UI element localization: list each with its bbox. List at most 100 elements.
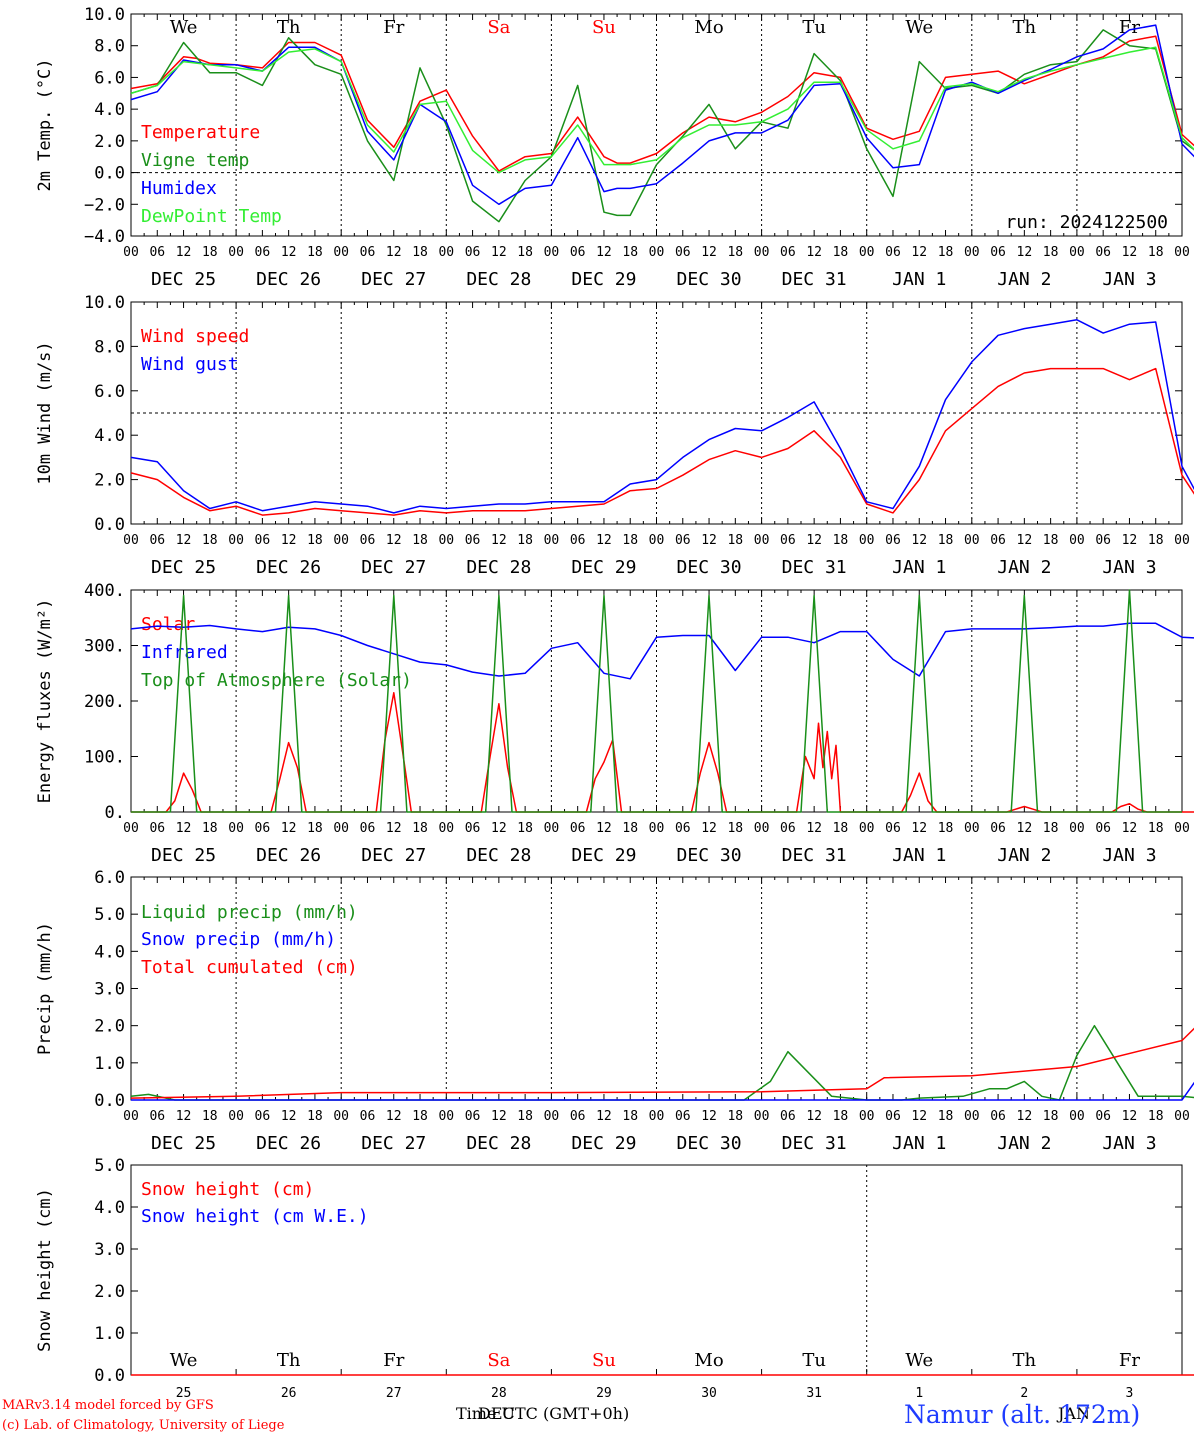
hour-tick-label: 06 bbox=[1095, 1109, 1111, 1124]
hour-tick-label: 00 bbox=[228, 1109, 244, 1124]
hour-tick-label: 00 bbox=[333, 533, 349, 548]
y-tick-label: 10.0 bbox=[84, 5, 125, 25]
date-label: DEC 27 bbox=[361, 557, 426, 578]
hour-tick-label: 12 bbox=[281, 821, 297, 836]
y-tick-label: 2.0 bbox=[94, 1282, 125, 1302]
hour-tick-label: 00 bbox=[859, 533, 875, 548]
day-number-label: 2 bbox=[1020, 1386, 1028, 1401]
hour-tick-label: 18 bbox=[307, 245, 323, 260]
hour-tick-label: 00 bbox=[438, 1109, 454, 1124]
date-label: JAN 3 bbox=[1102, 845, 1156, 866]
date-label: JAN 3 bbox=[1102, 269, 1156, 290]
date-label: DEC 30 bbox=[677, 845, 742, 866]
date-label: JAN 1 bbox=[892, 845, 946, 866]
series-line bbox=[131, 589, 1182, 813]
series-line bbox=[130, 367, 1194, 516]
hour-tick-label: 18 bbox=[412, 821, 428, 836]
hour-tick-label: 12 bbox=[1017, 821, 1033, 836]
legend-entry: Solar bbox=[141, 614, 195, 635]
legend-entry: Wind speed bbox=[141, 326, 249, 347]
hour-tick-label: 00 bbox=[544, 245, 560, 260]
y-tick-label: 0.0 bbox=[94, 515, 125, 535]
hour-tick-label: 00 bbox=[649, 533, 665, 548]
hour-tick-label: 06 bbox=[675, 533, 691, 548]
hour-tick-label: 06 bbox=[1095, 245, 1111, 260]
hour-tick-label: 12 bbox=[1122, 1109, 1138, 1124]
day-of-week-label: Th bbox=[277, 1350, 301, 1371]
legend-entry: DewPoint Temp bbox=[141, 206, 282, 227]
date-label: DEC 31 bbox=[782, 1133, 847, 1154]
hour-tick-label: 06 bbox=[885, 1109, 901, 1124]
day-of-week-label: Su bbox=[592, 1350, 616, 1371]
hour-tick-label: 12 bbox=[1122, 821, 1138, 836]
hour-tick-label: 06 bbox=[360, 245, 376, 260]
date-label: JAN 1 bbox=[892, 557, 946, 578]
date-label: DEC 28 bbox=[466, 557, 531, 578]
hour-tick-label: 18 bbox=[202, 821, 218, 836]
y-axis-label: Energy fluxes (W/m²) bbox=[35, 599, 55, 804]
day-number-label: 28 bbox=[491, 1386, 507, 1401]
hour-tick-label: 12 bbox=[806, 245, 822, 260]
y-tick-label: 0.0 bbox=[94, 1366, 125, 1386]
series-line bbox=[130, 1027, 1194, 1099]
hour-tick-label: 12 bbox=[386, 533, 402, 548]
hour-tick-label: 00 bbox=[123, 245, 139, 260]
hour-tick-label: 06 bbox=[675, 245, 691, 260]
hour-tick-label: 18 bbox=[622, 1109, 638, 1124]
hour-tick-label: 18 bbox=[412, 533, 428, 548]
day-of-week-label: Th bbox=[277, 17, 301, 38]
hour-tick-label: 00 bbox=[754, 533, 770, 548]
series-line bbox=[130, 29, 1194, 223]
date-label: DEC 25 bbox=[151, 557, 216, 578]
day-of-week-label: We bbox=[170, 17, 198, 38]
hour-tick-label: 12 bbox=[491, 533, 507, 548]
hour-tick-label: 12 bbox=[491, 821, 507, 836]
hour-tick-label: 18 bbox=[1148, 1109, 1164, 1124]
y-tick-label: 4.0 bbox=[94, 942, 125, 962]
series-line bbox=[130, 24, 1194, 206]
hour-tick-label: 06 bbox=[780, 533, 796, 548]
day-of-week-label: Fr bbox=[1119, 1350, 1140, 1371]
day-of-week-label: Th bbox=[1013, 1350, 1037, 1371]
hour-tick-label: 18 bbox=[307, 821, 323, 836]
hour-tick-label: 18 bbox=[622, 533, 638, 548]
legend-entry: Humidex bbox=[141, 178, 217, 199]
hour-tick-label: 06 bbox=[885, 245, 901, 260]
hour-tick-label: 00 bbox=[1174, 533, 1190, 548]
hour-tick-label: 12 bbox=[176, 245, 192, 260]
hour-tick-label: 06 bbox=[990, 821, 1006, 836]
day-of-week-label: We bbox=[170, 1350, 198, 1371]
hour-tick-label: 06 bbox=[990, 533, 1006, 548]
hour-tick-label: 18 bbox=[833, 821, 849, 836]
hour-tick-label: 18 bbox=[1148, 245, 1164, 260]
hour-tick-label: 18 bbox=[1148, 533, 1164, 548]
hour-tick-label: 00 bbox=[964, 821, 980, 836]
date-label: DEC 30 bbox=[677, 1133, 742, 1154]
y-tick-label: 0.0 bbox=[94, 1091, 125, 1111]
hour-tick-label: 06 bbox=[780, 1109, 796, 1124]
date-label: DEC 27 bbox=[361, 845, 426, 866]
y-tick-label: 3.0 bbox=[94, 980, 125, 1000]
hour-tick-label: 00 bbox=[438, 533, 454, 548]
hour-tick-label: 12 bbox=[1017, 533, 1033, 548]
legend-entry: Wind gust bbox=[141, 354, 239, 375]
hour-tick-label: 18 bbox=[202, 533, 218, 548]
hour-tick-label: 00 bbox=[544, 1109, 560, 1124]
date-label: DEC 26 bbox=[256, 269, 321, 290]
hour-tick-label: 00 bbox=[754, 821, 770, 836]
hour-tick-label: 00 bbox=[964, 245, 980, 260]
hour-tick-label: 06 bbox=[780, 245, 796, 260]
date-label: JAN 2 bbox=[997, 557, 1051, 578]
time-axis-label: Time UTC (GMT+0h) bbox=[456, 1404, 630, 1423]
hour-tick-label: 12 bbox=[176, 1109, 192, 1124]
hour-tick-label: 00 bbox=[228, 245, 244, 260]
hour-tick-label: 18 bbox=[833, 245, 849, 260]
y-tick-label: 4.0 bbox=[94, 100, 125, 120]
date-label: DEC 29 bbox=[571, 269, 636, 290]
hour-tick-label: 12 bbox=[1017, 1109, 1033, 1124]
day-of-week-label: Su bbox=[592, 17, 616, 38]
day-of-week-label: Mo bbox=[694, 1350, 723, 1371]
hour-tick-label: 06 bbox=[570, 533, 586, 548]
hour-tick-label: 00 bbox=[1069, 245, 1085, 260]
date-label: DEC 31 bbox=[782, 269, 847, 290]
